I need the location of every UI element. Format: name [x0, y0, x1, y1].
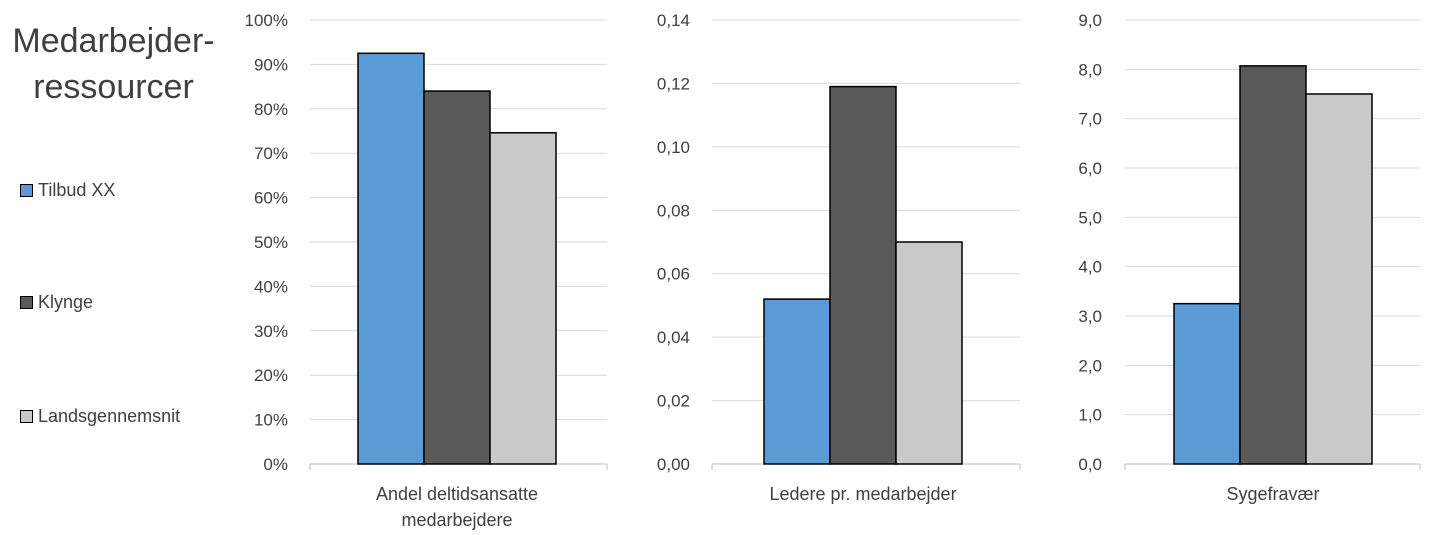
legend-item-landsgennemsnit: Landsgennemsnit — [20, 406, 180, 427]
legend-swatch-tilbud-xx — [20, 184, 33, 197]
y-tick-label: 40% — [254, 277, 288, 296]
y-tick-label: 0,10 — [657, 138, 690, 157]
legend-item-klynge: Klynge — [20, 292, 93, 313]
y-tick-label: 0,04 — [657, 328, 690, 347]
bar-klynge — [423, 90, 491, 465]
legend-swatch-landsgennemsnit — [20, 410, 33, 423]
bar-klynge — [829, 85, 897, 465]
y-tick-label: 8,0 — [1078, 60, 1102, 79]
y-tick-label: 7,0 — [1078, 110, 1102, 129]
y-tick-label: 9,0 — [1078, 11, 1102, 30]
x-category-label: Ledere pr. medarbejder — [769, 484, 956, 504]
y-tick-label: 0,0 — [1078, 455, 1102, 474]
y-tick-label: 0,08 — [657, 201, 690, 220]
y-tick-label: 50% — [254, 233, 288, 252]
chart-title: Medarbejder- ressourcer — [6, 18, 221, 110]
bar-landsgennemsnit — [1305, 93, 1373, 465]
y-tick-label: 90% — [254, 55, 288, 74]
bar-landsgennemsnit — [489, 132, 557, 465]
legend-label-landsgennemsnit: Landsgennemsnit — [38, 406, 181, 426]
bar-klynge — [1239, 65, 1307, 465]
y-tick-label: 3,0 — [1078, 307, 1102, 326]
y-tick-label: 5,0 — [1078, 208, 1102, 227]
y-tick-label: 70% — [254, 144, 288, 163]
bar-landsgennemsnit — [895, 241, 963, 465]
legend-label-tilbud-xx: Tilbud XX — [38, 180, 116, 200]
y-tick-label: 100% — [245, 11, 288, 30]
y-tick-label: 80% — [254, 100, 288, 119]
x-category-label: medarbejdere — [401, 510, 512, 530]
y-tick-label: 0% — [263, 455, 288, 474]
y-tick-label: 0,02 — [657, 392, 690, 411]
y-tick-label: 60% — [254, 189, 288, 208]
x-category-label: Andel deltidsansatte — [376, 484, 538, 504]
chart-title-line-2: ressourcer — [33, 68, 194, 106]
legend-label-klynge: Klynge — [38, 292, 94, 312]
bar-tilbud-xx — [357, 52, 425, 465]
y-tick-label: 0,00 — [657, 455, 690, 474]
y-tick-label: 0,14 — [657, 11, 690, 30]
y-tick-label: 2,0 — [1078, 356, 1102, 375]
chart-title-line-1: Medarbejder- — [12, 22, 215, 60]
y-tick-label: 6,0 — [1078, 159, 1102, 178]
y-tick-label: 30% — [254, 322, 288, 341]
y-tick-label: 10% — [254, 411, 288, 430]
legend-item-tilbud-xx: Tilbud XX — [20, 180, 115, 201]
bar-tilbud-xx — [763, 298, 831, 465]
bar-tilbud-xx — [1173, 302, 1241, 465]
y-tick-label: 0,12 — [657, 74, 690, 93]
y-tick-label: 20% — [254, 366, 288, 385]
y-tick-label: 0,06 — [657, 265, 690, 284]
legend-swatch-klynge — [20, 296, 33, 309]
x-category-label: Sygefravær — [1226, 484, 1319, 504]
y-tick-label: 4,0 — [1078, 258, 1102, 277]
y-tick-label: 1,0 — [1078, 406, 1102, 425]
